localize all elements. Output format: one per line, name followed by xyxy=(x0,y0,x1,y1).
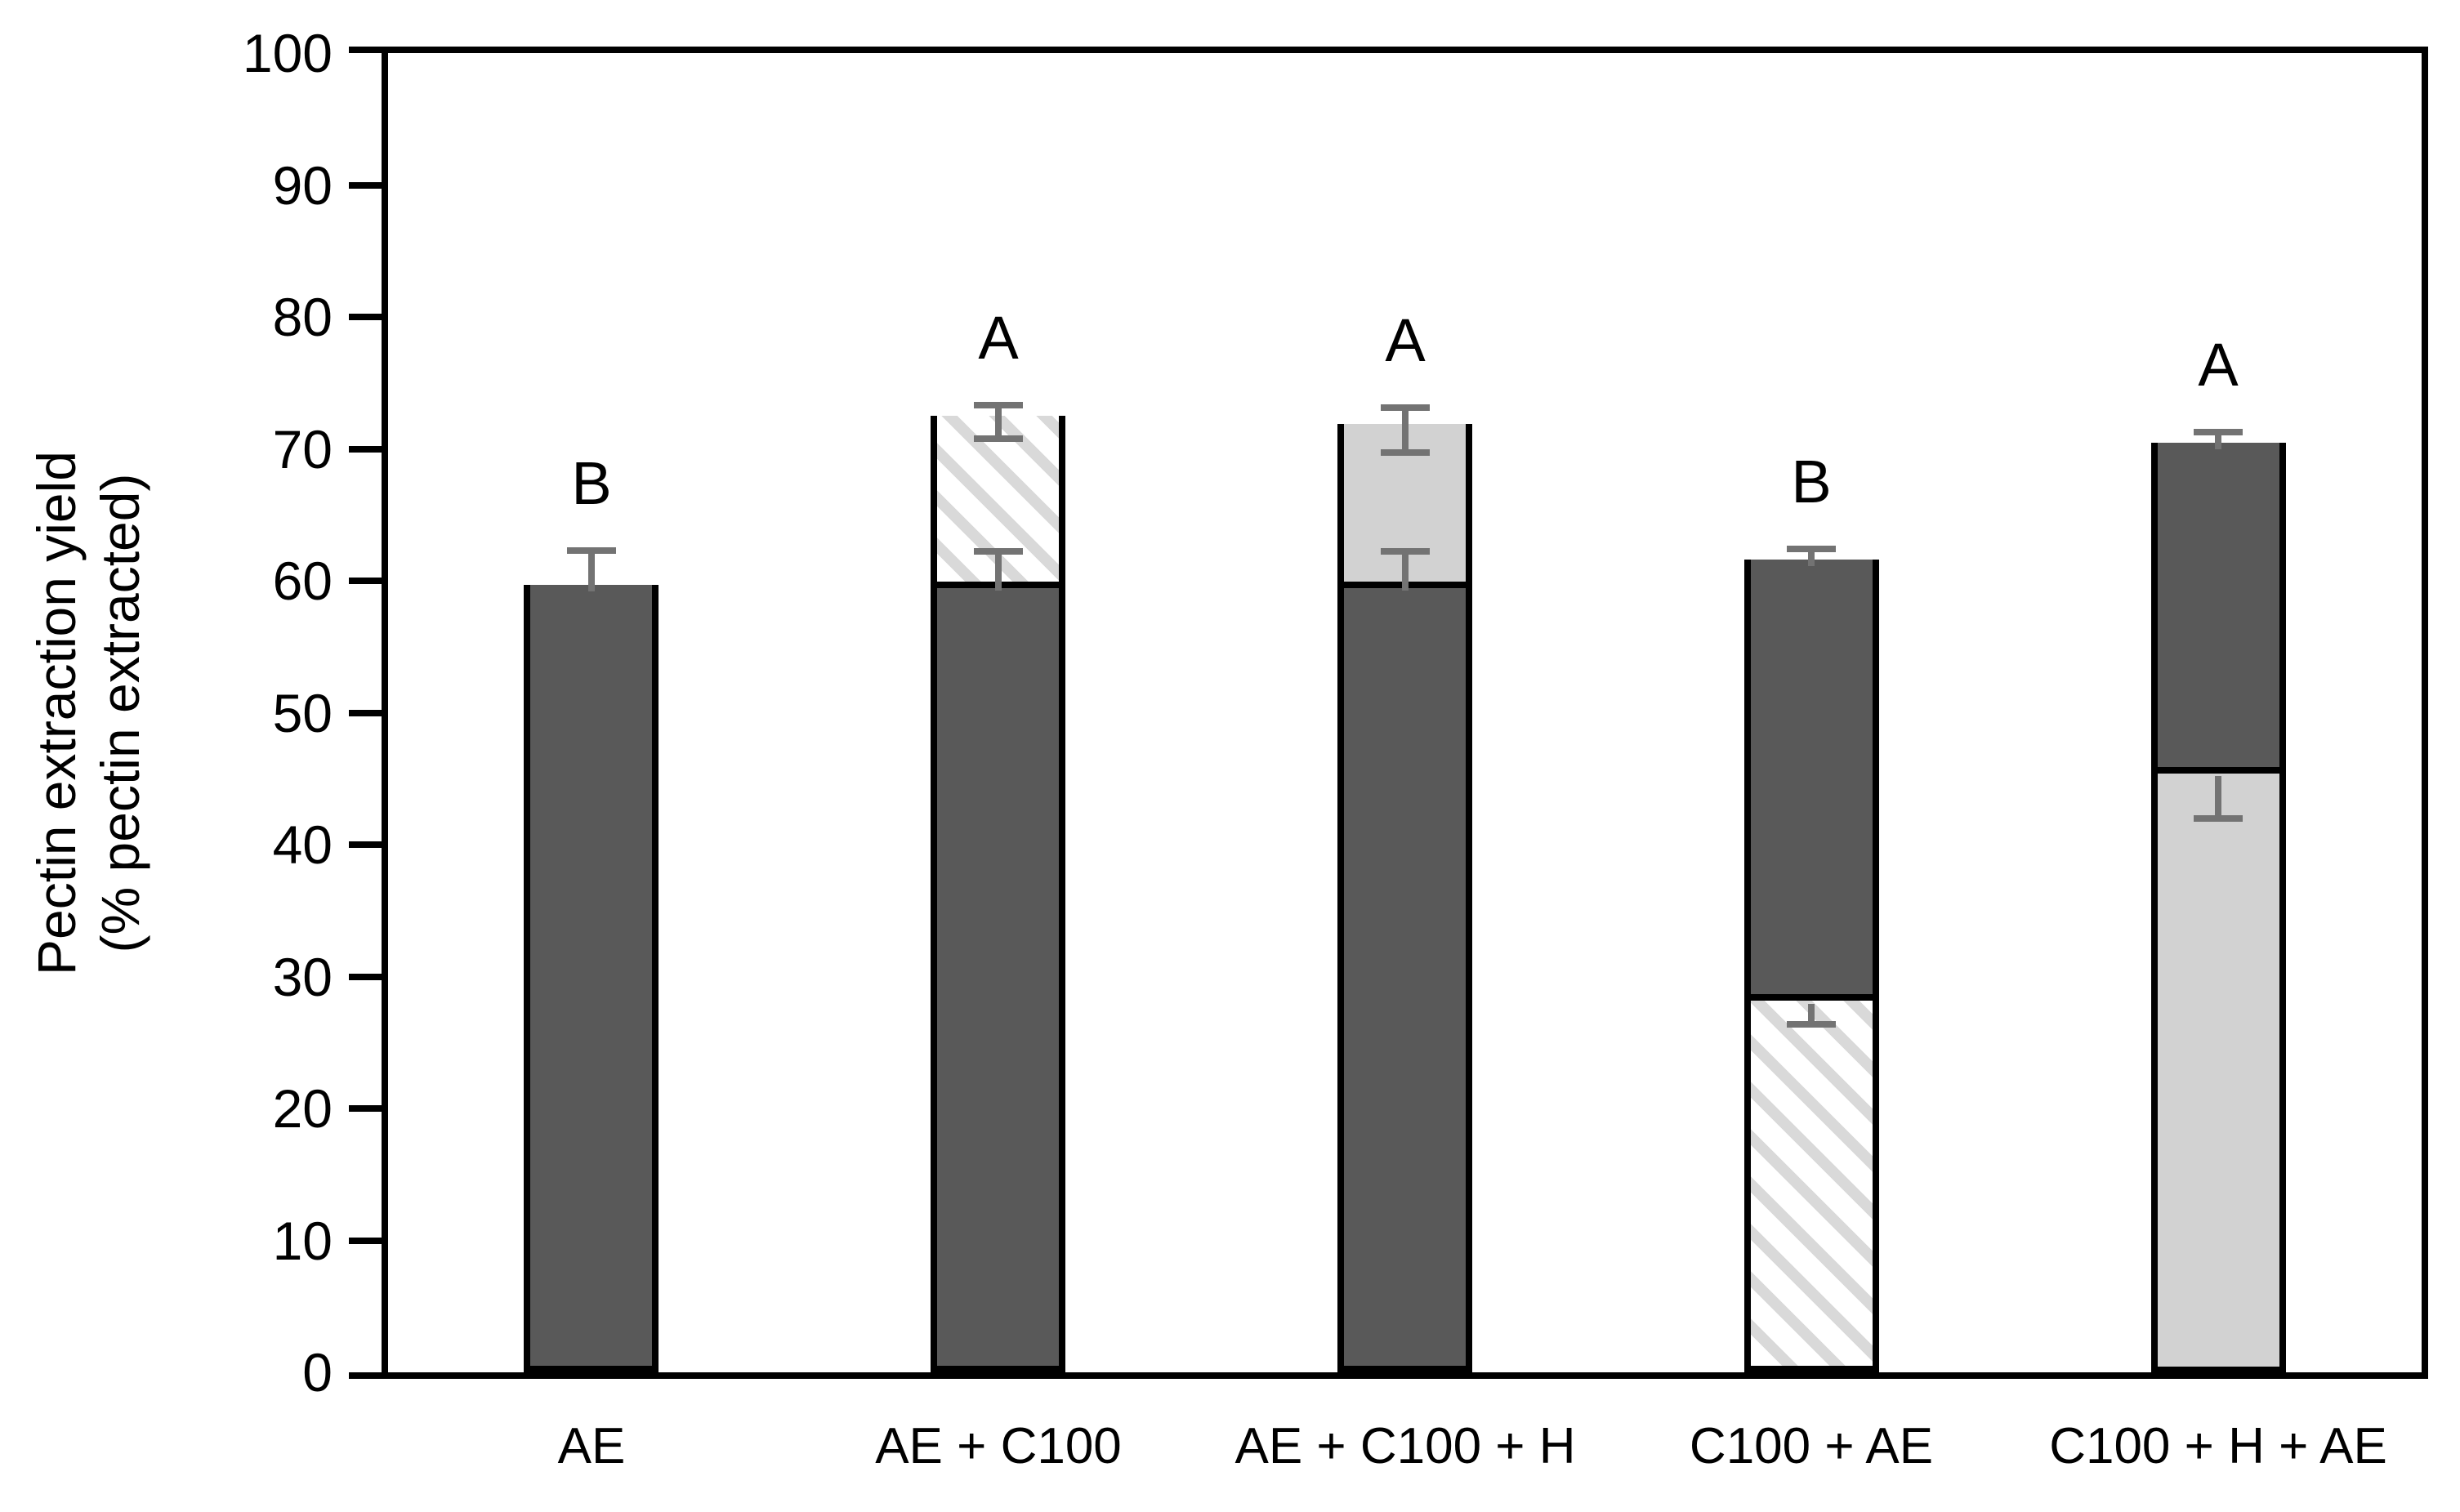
error-bar-cap xyxy=(974,402,1023,408)
y-axis-tick xyxy=(349,1105,382,1112)
y-tick-label: 0 xyxy=(302,1342,333,1403)
error-bar-cap xyxy=(2194,815,2243,822)
error-bar-stem xyxy=(588,551,595,591)
y-axis-tick xyxy=(349,841,382,848)
x-category-label: AE + C100 + H xyxy=(1234,1418,1576,1474)
segment-divider xyxy=(1751,994,1873,1001)
y-axis-tick xyxy=(349,974,382,980)
y-tick-label: 80 xyxy=(272,287,333,347)
y-tick-label: 20 xyxy=(272,1078,333,1139)
error-bar-stem xyxy=(1808,549,1815,566)
bar-segment-dark xyxy=(530,584,652,1366)
error-bar-cap xyxy=(974,548,1023,555)
error-bar-cap xyxy=(1381,404,1430,411)
error-bar-stem xyxy=(995,405,1002,438)
bar-segment-dark xyxy=(2158,442,2279,770)
y-axis-tick xyxy=(349,1372,382,1379)
error-bar-cap xyxy=(974,435,1023,442)
error-bar-cap xyxy=(1787,1021,1836,1028)
error-bar-cap xyxy=(2194,429,2243,435)
error-bar-cap xyxy=(1381,548,1430,555)
bar-c100-h-ae xyxy=(2151,442,2286,1373)
y-axis-tick xyxy=(349,182,382,189)
y-tick-label: 70 xyxy=(272,419,333,479)
y-tick-label: 40 xyxy=(272,814,333,875)
error-bar-stem xyxy=(2215,432,2221,449)
bar-c100-ae xyxy=(1744,560,1879,1373)
error-bar-stem xyxy=(2215,776,2221,818)
y-tick-label: 10 xyxy=(272,1211,333,1271)
bar-segment-dark xyxy=(1751,560,1873,998)
y-tick-label: 50 xyxy=(272,683,333,743)
x-category-label: AE + C100 xyxy=(875,1418,1122,1474)
significance-letter: A xyxy=(978,304,1019,372)
error-bar-stem xyxy=(1402,551,1409,591)
x-category-label: C100 + H + AE xyxy=(2049,1418,2387,1474)
error-bar-cap xyxy=(1787,546,1836,552)
y-axis-tick xyxy=(349,47,382,53)
x-category-label: AE xyxy=(557,1418,626,1474)
bar-ae xyxy=(524,584,659,1372)
y-tick-label: 30 xyxy=(272,947,333,1007)
y-tick-label: 100 xyxy=(242,23,333,83)
significance-letter: A xyxy=(2198,331,2239,399)
y-tick-label: 60 xyxy=(272,551,333,611)
bar-segment-light xyxy=(2158,769,2279,1367)
bar-segment-hatch xyxy=(1751,997,1873,1367)
y-axis-tick xyxy=(349,446,382,453)
error-bar-stem xyxy=(1402,408,1409,453)
segment-divider xyxy=(2158,766,2279,774)
error-bar-stem xyxy=(995,551,1002,591)
error-bar-cap xyxy=(1381,449,1430,456)
significance-letter: B xyxy=(571,449,612,517)
x-category-label: C100 + AE xyxy=(1689,1418,1934,1474)
y-axis-tick xyxy=(349,1238,382,1244)
bar-segment-dark xyxy=(937,585,1059,1367)
error-bar-stem xyxy=(1808,1004,1815,1024)
significance-letter: A xyxy=(1385,306,1426,374)
error-bar-cap xyxy=(567,547,616,554)
significance-letter: B xyxy=(1791,448,1832,515)
y-axis-tick xyxy=(349,578,382,584)
bar-segment-dark xyxy=(1344,584,1466,1366)
y-tick-label: 90 xyxy=(272,155,333,216)
y-axis-tick xyxy=(349,314,382,320)
y-axis-tick xyxy=(349,710,382,716)
y-axis-title-line-1: Pectin extraction yield xyxy=(26,450,87,975)
